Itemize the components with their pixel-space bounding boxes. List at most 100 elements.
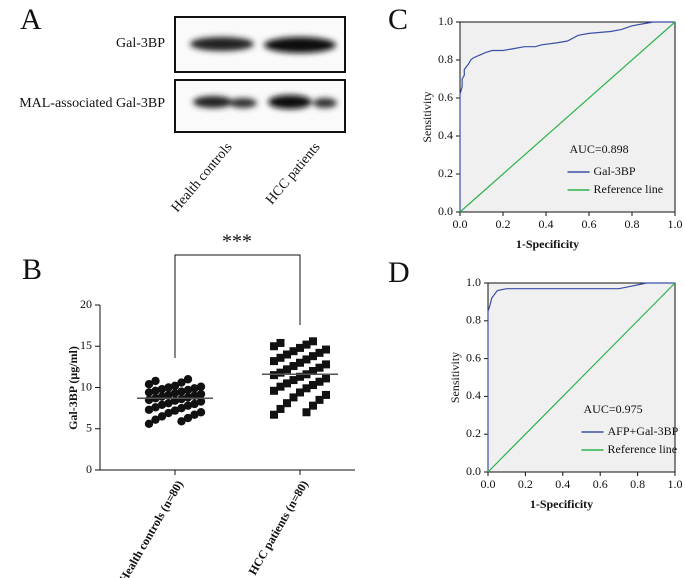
- x-tick-label: 0.8: [630, 477, 645, 491]
- panel-letter: B: [22, 253, 42, 286]
- dot: [276, 353, 285, 362]
- panel-letter: D: [388, 256, 410, 289]
- dot: [164, 390, 173, 400]
- dot: [309, 381, 317, 390]
- dot: [302, 408, 311, 417]
- y-tick-label: 20: [80, 297, 92, 311]
- dot: [289, 362, 298, 371]
- y-tick-label: 5: [86, 421, 92, 435]
- dot: [276, 368, 285, 377]
- dot: [309, 337, 317, 346]
- dot: [270, 371, 278, 380]
- dot: [315, 395, 324, 404]
- dot: [289, 393, 298, 402]
- dot: [296, 388, 304, 397]
- dot: [183, 385, 193, 395]
- x-tick-label: 0.0: [453, 217, 468, 231]
- panel-letter: A: [20, 3, 42, 36]
- dot: [177, 417, 186, 426]
- dot: [283, 399, 291, 408]
- dot: [276, 338, 285, 347]
- dot: [183, 393, 193, 402]
- dot: [322, 345, 330, 354]
- y-tick-label: 0.2: [466, 426, 481, 440]
- dot: [183, 375, 193, 384]
- dot: [196, 397, 206, 406]
- x-tick-label: 0.2: [518, 477, 533, 491]
- dot: [151, 386, 160, 395]
- row-label: Gal-3BP: [116, 36, 165, 51]
- x-tick-label: 0.6: [582, 217, 597, 231]
- dot: [151, 415, 160, 424]
- dot: [151, 403, 160, 412]
- x-tick-label: 0.4: [555, 477, 570, 491]
- x-tick-label: 0.8: [625, 217, 640, 231]
- x-tick-label: Health controls (n=80): [116, 478, 186, 578]
- x-tick-label: HCC patients (n=80): [245, 478, 311, 578]
- dot: [296, 343, 304, 352]
- dot: [276, 382, 285, 391]
- dot: [296, 372, 304, 381]
- y-tick-label: 0.2: [438, 166, 453, 180]
- dot: [315, 348, 324, 357]
- dot: [322, 360, 330, 369]
- y-tick-label: 0.0: [466, 464, 481, 478]
- y-axis-label: Sensitivity: [448, 352, 462, 403]
- dot: [177, 394, 186, 404]
- dot: [302, 355, 311, 364]
- x-axis-label: 1-Specificity: [516, 237, 579, 251]
- dot: [170, 389, 180, 398]
- annotation: AUC=0.975: [584, 402, 643, 416]
- lane-label: Health controls: [169, 140, 236, 215]
- dot: [283, 379, 291, 388]
- legend-label: Gal-3BP: [594, 164, 636, 178]
- dot: [190, 410, 199, 419]
- y-tick-label: 0.8: [438, 52, 453, 66]
- dot: [309, 367, 317, 375]
- roc-line: [459, 21, 675, 212]
- significance: ***: [222, 231, 252, 253]
- significance-bracket: [174, 254, 301, 358]
- y-tick-label: 10: [80, 379, 92, 393]
- x-tick-label: 0.0: [481, 477, 496, 491]
- lane-label: HCC patients: [263, 140, 323, 208]
- y-tick-label: 1.0: [466, 275, 481, 289]
- dot: [177, 387, 186, 396]
- y-tick-label: 0.0: [438, 204, 453, 218]
- y-tick-label: 0.6: [438, 90, 453, 104]
- dot: [270, 386, 278, 395]
- dot: [157, 412, 167, 421]
- x-tick-label: 0.2: [496, 217, 511, 231]
- dot: [283, 350, 291, 359]
- dot: [270, 342, 278, 351]
- annotation: AUC=0.898: [570, 142, 629, 156]
- dot: [276, 404, 285, 413]
- row-label: MAL-associated Gal-3BP: [19, 96, 165, 111]
- x-axis-label: 1-Specificity: [530, 497, 593, 511]
- dot: [170, 381, 180, 391]
- dot: [322, 390, 330, 399]
- x-tick-label: 0.6: [593, 477, 608, 491]
- roc-line: [487, 282, 675, 472]
- dot: [144, 388, 154, 397]
- y-axis-label: Gal-3BP (μg/ml): [66, 346, 80, 430]
- dot: [196, 389, 206, 399]
- dot: [183, 401, 193, 410]
- y-tick-label: 0.4: [438, 128, 453, 142]
- dot: [196, 408, 206, 417]
- dot: [157, 384, 167, 394]
- dot: [296, 358, 304, 367]
- dot: [190, 399, 199, 409]
- dot: [164, 408, 173, 418]
- dot: [270, 410, 278, 419]
- dot: [289, 376, 298, 385]
- dot: [183, 413, 193, 423]
- blot-bands: [190, 37, 337, 109]
- dot: [144, 419, 154, 428]
- legend-label: Reference line: [594, 182, 664, 196]
- panel-letter: C: [388, 3, 408, 36]
- dot: [144, 405, 154, 414]
- dot: [309, 352, 317, 361]
